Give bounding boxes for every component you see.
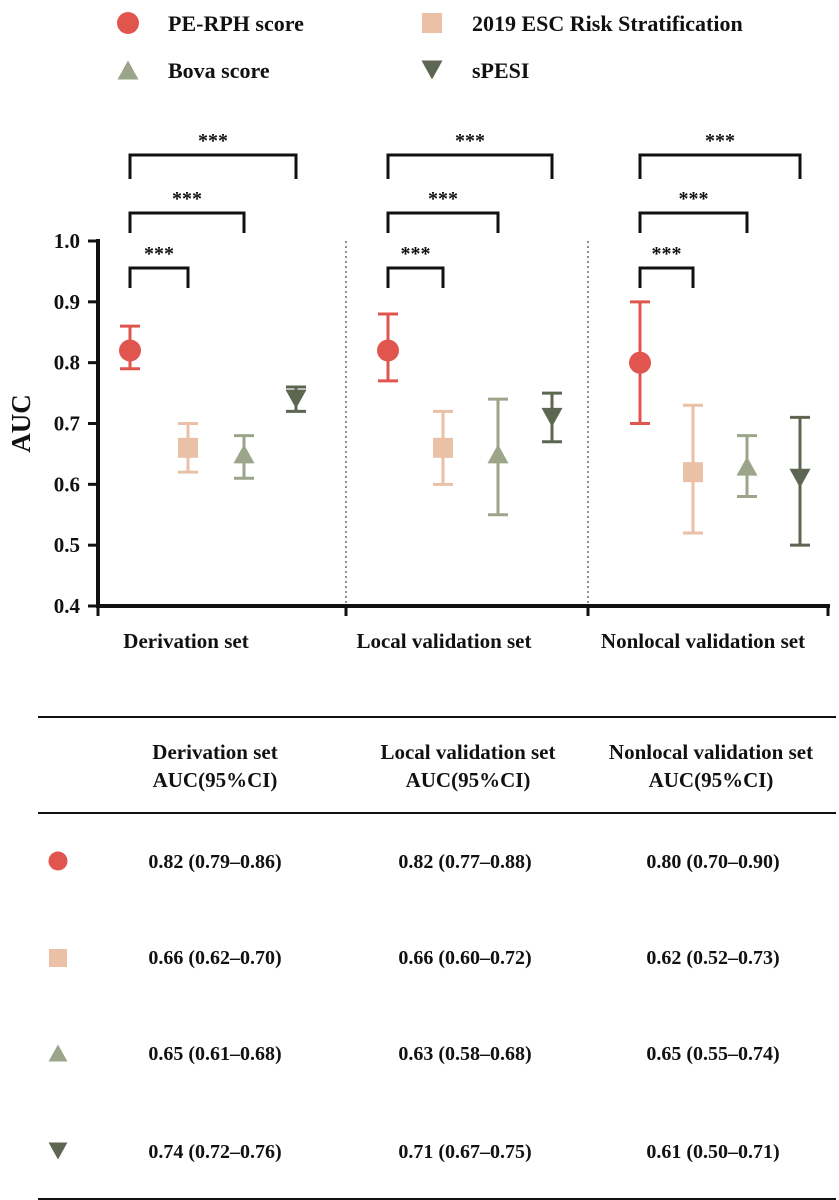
significance-bracket <box>638 266 695 288</box>
y-tick-label: 0.8 <box>54 351 80 375</box>
legend-label: 2019 ESC Risk Stratification <box>472 11 743 36</box>
legend-triangle-down-icon <box>421 60 443 80</box>
x-category-label: Derivation set <box>123 629 248 653</box>
legend-label: Bova score <box>168 58 270 83</box>
triangle-up-marker <box>487 444 509 464</box>
triangle-down-icon <box>48 1142 68 1160</box>
data-point <box>789 415 811 547</box>
triangle-down-marker <box>789 468 811 488</box>
plot-area: 0.4 0.5 0.6 0.7 0.8 0.9 1.0 AUC Derivation set Lo… <box>6 130 830 653</box>
significance-bracket <box>386 266 445 288</box>
table-cell: 0.62 (0.52–0.73) <box>646 947 780 969</box>
table-cell: 0.66 (0.62–0.70) <box>148 947 282 969</box>
data-point <box>285 385 307 413</box>
significance-label: *** <box>455 130 485 152</box>
significance-label: *** <box>679 188 709 210</box>
table-cell: 0.63 (0.58–0.68) <box>398 1043 532 1065</box>
legend-label: sPESI <box>472 58 529 83</box>
x-category-label: Nonlocal validation set <box>601 629 805 653</box>
legend-triangle-up-icon <box>117 60 139 80</box>
legend: PE-RPH score 2019 ESC Risk Stratification… <box>117 11 743 83</box>
data-point <box>377 312 399 383</box>
significance-label: *** <box>401 243 431 265</box>
y-tick-label: 0.9 <box>54 290 80 314</box>
y-tick-label: 0.4 <box>54 594 81 618</box>
significance-label: *** <box>705 130 735 152</box>
square-marker <box>178 437 198 458</box>
table-header-derivation: Derivation set AUC(95%CI) <box>152 740 278 792</box>
y-tick-label: 0.7 <box>54 412 80 436</box>
circle-marker <box>119 339 141 362</box>
significance-label: *** <box>428 188 458 210</box>
significance-bracket <box>638 153 802 179</box>
table-cell: 0.82 (0.79–0.86) <box>148 851 282 873</box>
significance-bracket <box>638 211 749 233</box>
circle-icon <box>48 851 68 871</box>
x-category-label: Local validation set <box>356 629 531 653</box>
circle-marker <box>629 351 651 374</box>
significance-label: *** <box>144 243 174 265</box>
data-point <box>487 397 509 517</box>
triangle-up-icon <box>48 1044 68 1062</box>
significance-bracket <box>386 153 554 179</box>
data-point <box>736 434 758 498</box>
triangle-up-shape <box>48 1044 68 1062</box>
table-top-rule <box>38 716 836 718</box>
triangle-up-marker <box>736 456 758 476</box>
data-point <box>629 300 651 425</box>
table-cell: 0.61 (0.50–0.71) <box>646 1141 780 1163</box>
table-cell: 0.65 (0.61–0.68) <box>148 1043 282 1065</box>
square-icon <box>49 949 67 967</box>
table-cell: 0.80 (0.70–0.90) <box>646 851 780 873</box>
legend-circle-icon <box>117 12 139 34</box>
data-point <box>683 403 703 535</box>
significance-bracket <box>386 211 500 233</box>
table-cell: 0.82 (0.77–0.88) <box>398 851 532 873</box>
triangle-down-marker <box>285 389 307 409</box>
data-point <box>119 324 141 371</box>
significance-bracket <box>128 153 298 179</box>
significance-label: *** <box>172 188 202 210</box>
data-point <box>178 422 198 474</box>
legend-label: PE-RPH score <box>168 11 304 36</box>
triangle-up-marker <box>233 444 255 464</box>
y-tick-label: 0.6 <box>54 472 80 496</box>
table-header-nonlocal: Nonlocal validation set AUC(95%CI) <box>608 740 814 792</box>
table-cell: 0.65 (0.55–0.74) <box>646 1043 780 1065</box>
y-tick-label: 0.5 <box>54 533 80 557</box>
significance-label: *** <box>652 243 682 265</box>
circle-marker <box>377 339 399 362</box>
triangle-down-marker <box>541 407 563 427</box>
table-cell: 0.74 (0.72–0.76) <box>148 1141 282 1163</box>
table-bottom-rule <box>38 1198 836 1200</box>
data-point <box>233 434 255 480</box>
data-point <box>433 409 453 486</box>
table-header-rule <box>38 812 836 814</box>
table-cell: 0.71 (0.67–0.75) <box>398 1141 532 1163</box>
table-header-local: Local validation set AUC(95%CI) <box>380 740 556 792</box>
auc-chart: PE-RPH score 2019 ESC Risk Stratification… <box>6 11 830 653</box>
square-marker <box>683 462 703 483</box>
data-point <box>541 391 563 444</box>
y-tick-label: 1.0 <box>54 229 80 253</box>
triangle-down-shape <box>48 1142 68 1160</box>
significance-bracket <box>128 266 190 288</box>
significance-bracket <box>128 211 246 233</box>
y-axis-title: AUC <box>6 394 36 453</box>
significance-label: *** <box>198 130 228 152</box>
legend-square-icon <box>422 13 442 33</box>
table-cell: 0.66 (0.60–0.72) <box>398 947 532 969</box>
square-marker <box>433 437 453 458</box>
